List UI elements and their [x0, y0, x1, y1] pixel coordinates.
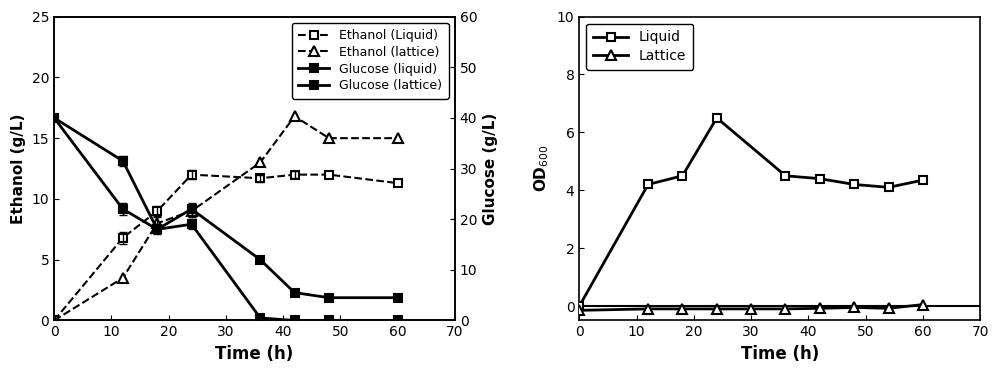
Legend: Liquid, Lattice: Liquid, Lattice	[586, 24, 693, 70]
Liquid	[779, 174, 791, 178]
Glucose (liquid)	[289, 290, 301, 295]
Glucose (lattice)	[323, 318, 335, 323]
Ethanol (lattice)	[392, 136, 404, 140]
Liquid	[573, 304, 585, 308]
Lattice	[745, 307, 757, 311]
Ethanol (lattice)	[254, 160, 266, 165]
Ethanol (Liquid)	[117, 236, 129, 240]
Lattice	[642, 307, 654, 311]
Liquid	[814, 177, 826, 181]
Lattice	[573, 308, 585, 313]
Lattice	[779, 307, 791, 311]
Ethanol (Liquid)	[289, 172, 301, 177]
Glucose (lattice)	[254, 316, 266, 320]
Glucose (lattice)	[151, 227, 163, 232]
Line: Glucose (liquid): Glucose (liquid)	[50, 114, 402, 302]
Glucose (lattice)	[186, 222, 198, 227]
Y-axis label: Glucose (g/L): Glucose (g/L)	[483, 113, 498, 225]
Glucose (liquid)	[151, 227, 163, 232]
Lattice	[917, 302, 929, 307]
Lattice	[676, 307, 688, 311]
Line: Ethanol (Liquid): Ethanol (Liquid)	[50, 171, 402, 325]
Glucose (liquid)	[117, 207, 129, 211]
Ethanol (Liquid)	[254, 176, 266, 181]
Liquid	[883, 185, 895, 190]
Ethanol (lattice)	[323, 136, 335, 140]
X-axis label: Time (h): Time (h)	[741, 345, 819, 363]
Ethanol (Liquid)	[151, 209, 163, 213]
Glucose (liquid)	[323, 295, 335, 300]
Ethanol (Liquid)	[392, 181, 404, 186]
Glucose (liquid)	[392, 295, 404, 300]
Ethanol (lattice)	[151, 221, 163, 226]
Lattice	[814, 306, 826, 310]
Glucose (liquid)	[48, 116, 60, 120]
Line: Liquid: Liquid	[575, 114, 927, 310]
Lattice	[711, 307, 723, 311]
Legend: Ethanol (Liquid), Ethanol (lattice), Glucose (liquid), Glucose (lattice): Ethanol (Liquid), Ethanol (lattice), Glu…	[292, 23, 449, 99]
Ethanol (lattice)	[48, 318, 60, 323]
Line: Ethanol (lattice): Ethanol (lattice)	[49, 111, 403, 325]
Y-axis label: Ethanol (g/L): Ethanol (g/L)	[11, 113, 26, 224]
Ethanol (lattice)	[289, 114, 301, 119]
Glucose (lattice)	[289, 318, 301, 323]
Line: Glucose (lattice): Glucose (lattice)	[50, 114, 402, 325]
Glucose (lattice)	[117, 159, 129, 163]
Glucose (liquid)	[186, 207, 198, 211]
Ethanol (Liquid)	[186, 172, 198, 177]
Glucose (liquid)	[254, 257, 266, 262]
Line: Lattice: Lattice	[575, 300, 928, 315]
Liquid	[642, 182, 654, 187]
Liquid	[917, 178, 929, 183]
Glucose (lattice)	[48, 116, 60, 120]
Liquid	[676, 174, 688, 178]
Ethanol (lattice)	[117, 276, 129, 280]
Lattice	[848, 305, 860, 310]
Liquid	[711, 116, 723, 120]
Ethanol (Liquid)	[323, 172, 335, 177]
Y-axis label: OD$_{600}$: OD$_{600}$	[533, 145, 551, 192]
Liquid	[848, 182, 860, 187]
Ethanol (lattice)	[186, 209, 198, 213]
Lattice	[883, 306, 895, 310]
X-axis label: Time (h): Time (h)	[215, 345, 294, 363]
Ethanol (Liquid)	[48, 318, 60, 323]
Glucose (lattice)	[392, 318, 404, 323]
